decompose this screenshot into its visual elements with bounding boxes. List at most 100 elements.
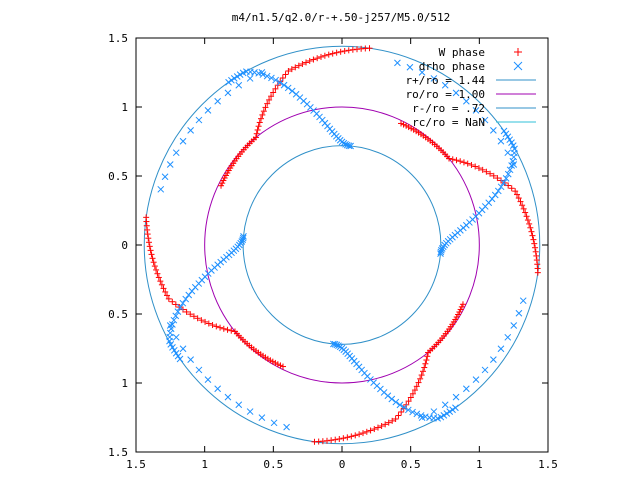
w-phase-point: [374, 424, 381, 431]
y-tick-label: 0.5: [108, 308, 128, 321]
w-phase-point: [397, 120, 404, 127]
drho-phase-point: [504, 333, 512, 341]
legend-label: W phase: [439, 46, 485, 59]
drho-phase-point: [452, 89, 460, 97]
w-phase-point: [256, 119, 263, 126]
w-phase-point: [523, 213, 530, 220]
drho-phase-point: [490, 127, 497, 134]
circle-r+ro: [143, 45, 541, 445]
legend-label: ro/ro = 1.00: [406, 88, 485, 101]
drho-phase-point: [174, 352, 182, 360]
drho-phase-point: [409, 408, 416, 416]
w-phase-point: [165, 295, 172, 302]
w-phase-point: [259, 111, 266, 118]
drho-phase-point: [235, 81, 243, 89]
drho-phase-point: [481, 116, 489, 124]
drho-phase-point: [170, 316, 178, 324]
drho-phase-point: [515, 309, 523, 317]
y-tick-label: 0: [121, 239, 128, 252]
x-tick-label: 0: [339, 458, 346, 471]
w-phase-point: [183, 308, 190, 315]
legend-marker-x: [513, 61, 523, 71]
drho-phase-point: [225, 78, 232, 86]
w-phase-point: [218, 182, 225, 189]
w-phase-point: [329, 50, 336, 57]
drho-phase-point: [430, 75, 438, 82]
w-phase-point: [220, 177, 227, 184]
w-phase-point: [219, 180, 226, 187]
drho-phase-point: [443, 410, 451, 417]
drho-phase-point: [509, 142, 517, 149]
drho-phase-point: [239, 69, 247, 77]
y-tick-label: 1: [121, 377, 128, 390]
w-phase-point: [314, 55, 321, 62]
drho-phase-point: [452, 404, 459, 412]
w-phase-point: [269, 358, 276, 365]
w-phase-point: [395, 412, 402, 419]
w-phase-point: [295, 62, 302, 69]
w-phase-point: [205, 320, 212, 327]
drho-phase-point: [437, 413, 445, 421]
drho-phase-point: [169, 321, 176, 328]
x-tick-label: 0.5: [263, 458, 283, 471]
w-phase-point: [418, 372, 425, 379]
w-phase-point: [530, 236, 537, 243]
drho-phase-point: [204, 106, 212, 114]
drho-phase-point: [519, 297, 527, 305]
drho-phase-point: [506, 166, 514, 174]
w-phase-point: [415, 379, 422, 386]
w-phase-point: [145, 239, 152, 246]
w-phase-point: [254, 126, 261, 133]
w-phase-point: [363, 428, 370, 435]
drho-phase-point: [176, 355, 184, 363]
drho-phase-point: [172, 333, 180, 341]
drho-phase-point: [204, 376, 212, 384]
w-phase-point: [162, 288, 169, 295]
drho-phase-point: [214, 97, 222, 105]
w-phase-point: [160, 285, 167, 292]
w-phase-point: [332, 436, 339, 443]
w-phase-point: [328, 437, 335, 444]
y-tick-label: 0.5: [108, 170, 128, 183]
w-phase-point: [158, 281, 165, 288]
drho-phase-point: [258, 414, 266, 421]
drho-phase-point: [174, 308, 182, 315]
w-phase-point: [494, 175, 501, 182]
drho-phase-point: [343, 141, 351, 149]
w-phase-point: [163, 292, 170, 299]
w-phase-point: [148, 251, 155, 258]
w-phase-point: [213, 323, 220, 330]
w-phase-point: [382, 421, 389, 428]
legend-label: drho phase: [419, 60, 485, 73]
drho-phase-point: [508, 162, 515, 169]
w-phase-point: [359, 430, 366, 437]
drho-phase-point: [276, 79, 284, 86]
w-phase-point: [529, 232, 536, 239]
w-phase-point: [282, 71, 289, 78]
w-phase-point: [270, 89, 277, 96]
w-phase-point: [155, 274, 162, 281]
drho-phase-point: [185, 291, 193, 299]
chart-title: m4/n1.5/q2.0/r-+.50-j257/M5.0/512: [232, 11, 451, 24]
w-phase-point: [490, 172, 497, 179]
w-phase-point: [528, 228, 535, 235]
w-phase-point: [154, 270, 161, 277]
w-phase-point: [257, 115, 264, 122]
w-phase-point: [405, 124, 412, 131]
drho-phase-point: [449, 406, 456, 414]
drho-phase-point: [481, 366, 489, 374]
legend-label: r+/ro = 1.44: [406, 74, 486, 87]
drho-phase-point: [233, 73, 241, 80]
w-phase-point: [483, 168, 490, 175]
w-phase-point: [405, 398, 412, 405]
w-phase-point: [409, 390, 416, 397]
w-phase-point: [457, 158, 464, 165]
w-phase-point: [266, 96, 273, 103]
w-phase-point: [457, 306, 464, 313]
y-tick-label: 1: [121, 101, 128, 114]
w-phase-point: [344, 434, 351, 441]
w-phase-point: [348, 433, 355, 440]
w-phase-point: [508, 185, 515, 192]
w-phase-point: [514, 191, 521, 198]
